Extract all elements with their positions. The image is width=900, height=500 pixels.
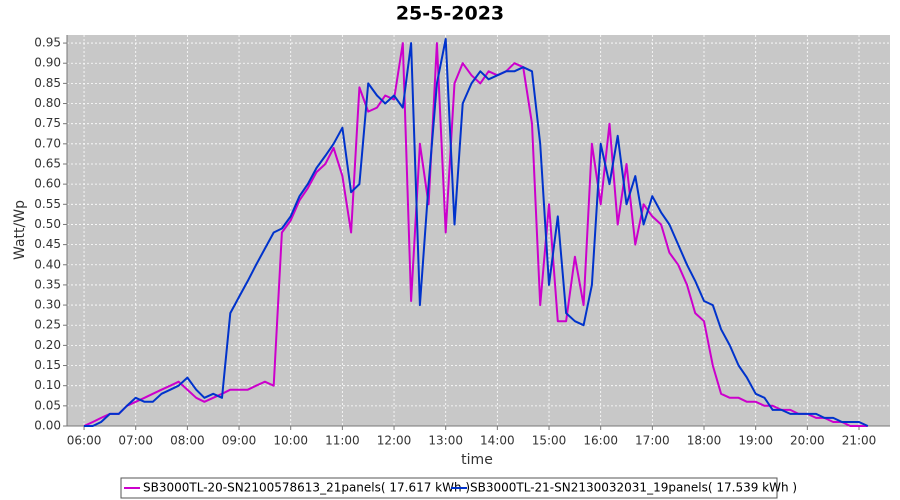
x-tick-label: 11:00 <box>325 434 360 448</box>
legend-label: SB3000TL-21-SN2130032031_19panels( 17.53… <box>470 481 797 495</box>
x-tick-label: 09:00 <box>222 434 257 448</box>
y-tick-label: 0.35 <box>34 277 61 291</box>
y-tick-label: 0.70 <box>34 136 61 150</box>
y-tick-label: 0.20 <box>34 338 61 352</box>
legend-label: SB3000TL-20-SN2100578613_21panels( 17.61… <box>143 481 470 495</box>
x-tick-label: 15:00 <box>532 434 567 448</box>
chart-title: 25-5-2023 <box>396 3 504 25</box>
y-tick-label: 0.85 <box>34 76 61 90</box>
x-tick-label: 14:00 <box>480 434 515 448</box>
y-tick-label: 0.75 <box>34 116 61 130</box>
y-tick-label: 0.90 <box>34 56 61 70</box>
y-tick-label: 0.30 <box>34 298 61 312</box>
y-tick-label: 0.65 <box>34 156 61 170</box>
x-axis-label: time <box>461 452 493 468</box>
y-tick-label: 0.40 <box>34 257 61 271</box>
x-tick-label: 16:00 <box>583 434 618 448</box>
x-tick-label: 08:00 <box>170 434 205 448</box>
y-tick-label: 0.55 <box>34 197 61 211</box>
x-tick-label: 17:00 <box>635 434 670 448</box>
x-tick-label: 12:00 <box>377 434 412 448</box>
x-tick-label: 18:00 <box>687 434 722 448</box>
y-axis-label: Watt/Wp <box>12 200 28 260</box>
x-tick-label: 06:00 <box>67 434 102 448</box>
x-tick-label: 07:00 <box>118 434 153 448</box>
x-tick-label: 19:00 <box>738 434 773 448</box>
y-tick-label: 0.45 <box>34 237 61 251</box>
x-tick-label: 21:00 <box>842 434 877 448</box>
x-tick-label: 10:00 <box>273 434 308 448</box>
y-tick-label: 0.60 <box>34 177 61 191</box>
y-tick-label: 0.95 <box>34 36 61 50</box>
y-tick-label: 0.50 <box>34 217 61 231</box>
y-tick-label: 0.10 <box>34 378 61 392</box>
legend <box>120 477 778 499</box>
y-tick-label: 0.25 <box>34 318 61 332</box>
x-tick-label: 13:00 <box>428 434 463 448</box>
y-tick-label: 0.00 <box>34 419 61 433</box>
plot-area <box>67 35 890 426</box>
y-tick-label: 0.80 <box>34 96 61 110</box>
series-line <box>84 38 869 427</box>
y-tick-label: 0.05 <box>34 398 61 412</box>
x-tick-label: 20:00 <box>790 434 825 448</box>
y-tick-label: 0.15 <box>34 358 61 372</box>
series-line <box>83 42 868 427</box>
